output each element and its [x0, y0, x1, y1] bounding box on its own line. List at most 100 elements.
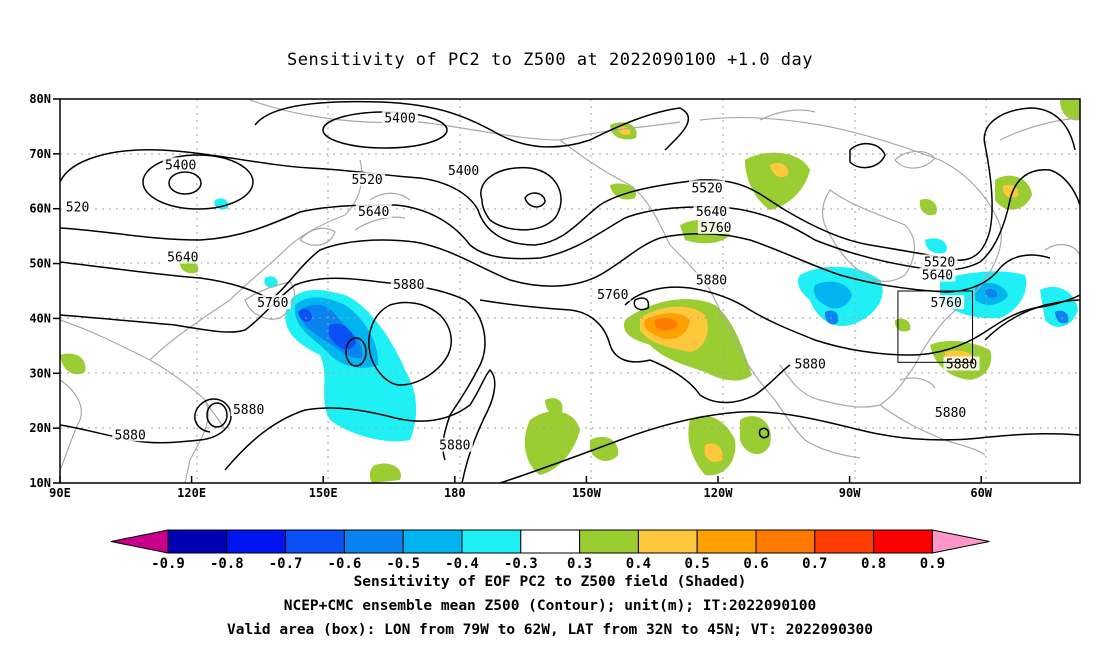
contour-label: 5880	[439, 439, 470, 454]
contour-label-bg	[932, 404, 969, 419]
lon-label: 90W	[839, 486, 861, 500]
lat-label: 20N	[29, 421, 51, 435]
lon-label: 120E	[177, 486, 206, 500]
figure-title: Sensitivity of PC2 to Z500 at 2022090100…	[286, 50, 813, 70]
lat-label: 80N	[29, 92, 51, 106]
lon-label: 150E	[309, 486, 338, 500]
contour-label-bg	[697, 219, 734, 234]
contour-label-bg	[112, 427, 149, 442]
colorbar-right-tip	[931, 529, 990, 554]
contour-label-bg	[254, 295, 291, 310]
contour-label-bg	[230, 402, 267, 417]
colorbar-label: -0.7	[269, 556, 303, 572]
contour-label-bg	[943, 356, 980, 371]
contour-label: 5520	[351, 173, 382, 188]
colorbar-label: -0.8	[210, 556, 244, 572]
contour-label-bg	[693, 204, 730, 219]
contour-label: 5880	[935, 406, 966, 421]
contour-label: 5760	[931, 296, 962, 311]
colorbar-swatch	[696, 529, 757, 554]
caption-line-3: Valid area (box): LON from 79W to 62W, L…	[226, 622, 873, 638]
contour-label-bg	[689, 180, 726, 195]
contour-label: 5400	[448, 164, 479, 179]
colorbar-label: 0.9	[920, 556, 945, 572]
contour-label-bg	[445, 162, 482, 177]
contour-label: 5400	[165, 158, 196, 173]
contour-label: 5520	[691, 181, 722, 196]
contour-label: 5760	[700, 221, 731, 236]
colorbar-label: -0.3	[504, 556, 538, 572]
colorbar-label: -0.5	[386, 556, 420, 572]
contour-label-bg	[164, 249, 201, 264]
contour-label: 5880	[795, 358, 826, 373]
contour-label-bg	[594, 286, 631, 301]
lat-label: 40N	[29, 311, 51, 325]
contour-label-bg	[792, 356, 829, 371]
contour-label: 5640	[358, 205, 389, 220]
longitude-labels: 90E 120E 150E 180 150W 120W 90W 60W	[49, 476, 993, 500]
lat-label: 10N	[29, 476, 51, 490]
colorbar-swatch	[520, 529, 581, 554]
colorbar-label: 0.8	[861, 556, 886, 572]
contour-label: 5880	[115, 428, 146, 443]
colorbar-swatch	[755, 529, 816, 554]
colorbar-swatch	[579, 529, 639, 554]
contour-label: 5760	[597, 288, 628, 303]
caption-line-2: NCEP+CMC ensemble mean Z500 (Contour); u…	[283, 598, 817, 614]
contour-label: 5640	[696, 205, 727, 220]
lon-label: 150W	[572, 486, 602, 500]
colorbar-swatch	[873, 529, 933, 554]
map-frame	[59, 98, 1081, 484]
lat-label: 60N	[29, 202, 51, 216]
contour-label: 5520	[924, 255, 955, 270]
colorbar-swatch	[814, 529, 875, 554]
latitude-labels: 80N 70N 60N 50N 40N 30N 20N 10N	[29, 92, 60, 490]
contour-label-bg	[382, 110, 418, 125]
contour-label-bg	[63, 199, 92, 214]
lat-label: 70N	[29, 147, 51, 161]
colorbar-label: -0.9	[151, 556, 185, 572]
colorbar-label: 0.7	[802, 556, 827, 572]
contour-label-bg	[919, 267, 956, 282]
contour-label: 5400	[384, 112, 415, 127]
contour-label: 5640	[922, 269, 953, 284]
colorbar-swatch	[343, 529, 404, 554]
lat-label: 50N	[29, 257, 51, 271]
colorbar-label: 0.6	[743, 556, 768, 572]
contour-label: 5880	[946, 358, 977, 373]
colorbar-swatch	[285, 529, 345, 554]
colorbar-label: -0.4	[445, 556, 479, 572]
colorbar-swatch	[461, 529, 522, 554]
contour-label-bg	[355, 204, 392, 219]
contour-label-bg	[693, 272, 730, 287]
colorbar-swatch	[167, 529, 228, 554]
colorbar-swatch	[402, 529, 463, 554]
caption-line-1: Sensitivity of EOF PC2 to Z500 field (Sh…	[353, 574, 747, 590]
contour-label: 5880	[393, 278, 424, 293]
contour-label: 5880	[696, 274, 727, 289]
contour-label-bg	[349, 172, 386, 187]
contour-label: 5640	[167, 251, 198, 266]
contour-label: 520	[66, 201, 89, 216]
colorbar-swatch	[637, 529, 698, 554]
valid-area-box	[897, 290, 974, 363]
lon-label: 90E	[49, 486, 71, 500]
colorbar-label: 0.4	[626, 556, 651, 572]
colorbar-label: 0.5	[685, 556, 710, 572]
sensitivity-shading	[60, 100, 1080, 483]
contour-label-bg	[921, 254, 958, 269]
colorbar-swatch	[226, 529, 287, 554]
lon-label: 180	[444, 486, 466, 500]
contour-label-bg	[436, 437, 473, 452]
contour-label: 5880	[233, 403, 264, 418]
colorbar-label: 0.3	[567, 556, 592, 572]
lon-label: 60W	[970, 486, 992, 500]
contour-label-bg	[162, 157, 199, 172]
lon-label: 120W	[704, 486, 734, 500]
colorbar: -0.9 -0.8 -0.7 -0.6 -0.5 -0.4 -0.3 0.3 0.4 0.5 0.6…	[110, 529, 990, 572]
contour-label: 5760	[257, 296, 288, 311]
contour-label-bg	[390, 276, 427, 291]
